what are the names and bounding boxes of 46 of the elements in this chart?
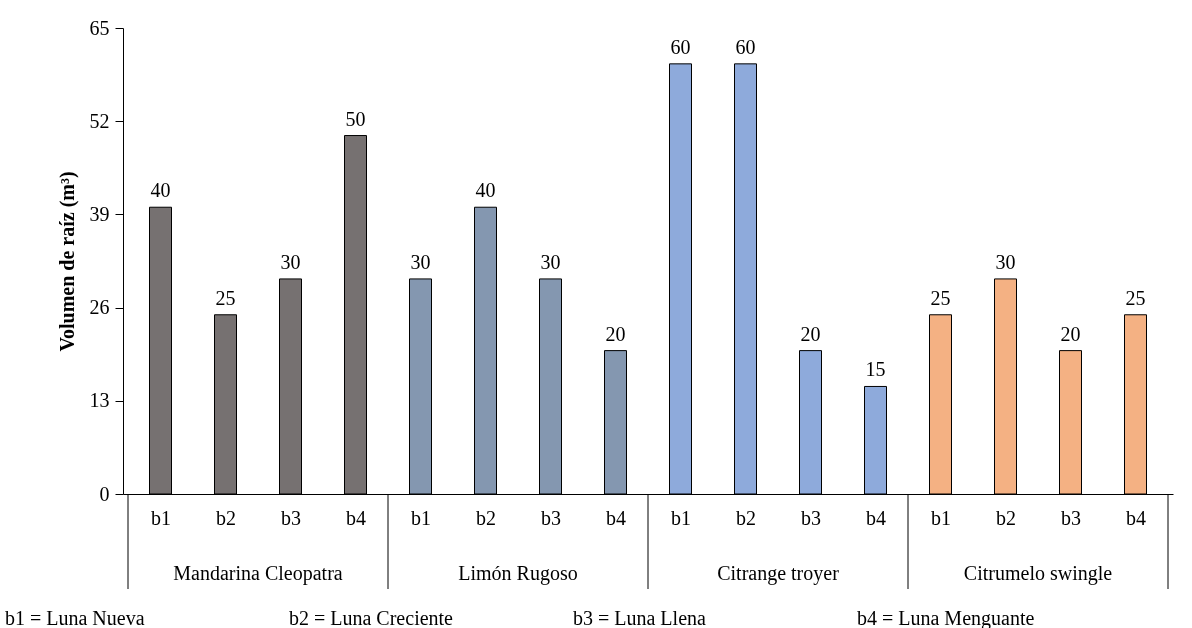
data-label: 40	[475, 179, 496, 202]
data-label: 15	[865, 358, 886, 381]
data-label: 40	[150, 179, 171, 202]
x-tick-label: b4	[1126, 506, 1146, 529]
x-tick-label: b2	[476, 506, 496, 529]
x-tick-label: b3	[1061, 506, 1081, 529]
x-tick-label: b1	[931, 506, 951, 529]
text: Limón Rugoso	[458, 562, 578, 585]
x-tick-label: b2	[996, 506, 1016, 529]
x-tick-label: b3	[281, 506, 301, 529]
y-tick-label: 52	[89, 109, 110, 132]
x-tick-label: b3	[541, 506, 561, 529]
data-label: 50	[345, 107, 366, 130]
x-tick-label: b2	[736, 506, 756, 529]
y-tick-label: 26	[89, 296, 110, 319]
text: Citrumelo swingle	[963, 562, 1113, 585]
data-label: 60	[735, 35, 756, 58]
data-label: 20	[800, 322, 821, 345]
data-label: 60	[670, 35, 691, 58]
x-tick-label: b1	[151, 506, 171, 529]
x-tick-label: b2	[216, 506, 236, 529]
data-label: 25	[1125, 286, 1146, 309]
data-label: 30	[995, 250, 1016, 273]
data-label: 25	[930, 286, 951, 309]
text: b2 = Luna Creciente	[289, 607, 454, 628]
text: b3 = Luna Llena	[573, 607, 707, 628]
data-label: 30	[540, 250, 561, 273]
y-axis-title: Volumen de raíz (m³)	[55, 171, 79, 352]
data-label: 20	[1060, 322, 1081, 345]
y-tick-label: 0	[99, 482, 110, 505]
x-tick-label: b1	[411, 506, 431, 529]
y-tick-label: 39	[89, 202, 110, 225]
data-label: 30	[410, 250, 431, 273]
data-label: 20	[605, 322, 626, 345]
x-tick-label: b4	[346, 506, 366, 529]
x-tick-label: b4	[866, 506, 886, 529]
x-tick-label: b3	[801, 506, 821, 529]
text: Citrange troyer	[717, 562, 840, 585]
text: b1 = Luna Nueva	[5, 607, 145, 628]
x-tick-label: b4	[606, 506, 626, 529]
data-label: 30	[280, 250, 301, 273]
y-tick-label: 65	[89, 16, 110, 39]
y-tick-label: 13	[89, 389, 110, 412]
data-label: 25	[215, 286, 236, 309]
x-tick-label: b1	[671, 506, 691, 529]
text: Mandarina Cleopatra	[173, 562, 343, 585]
